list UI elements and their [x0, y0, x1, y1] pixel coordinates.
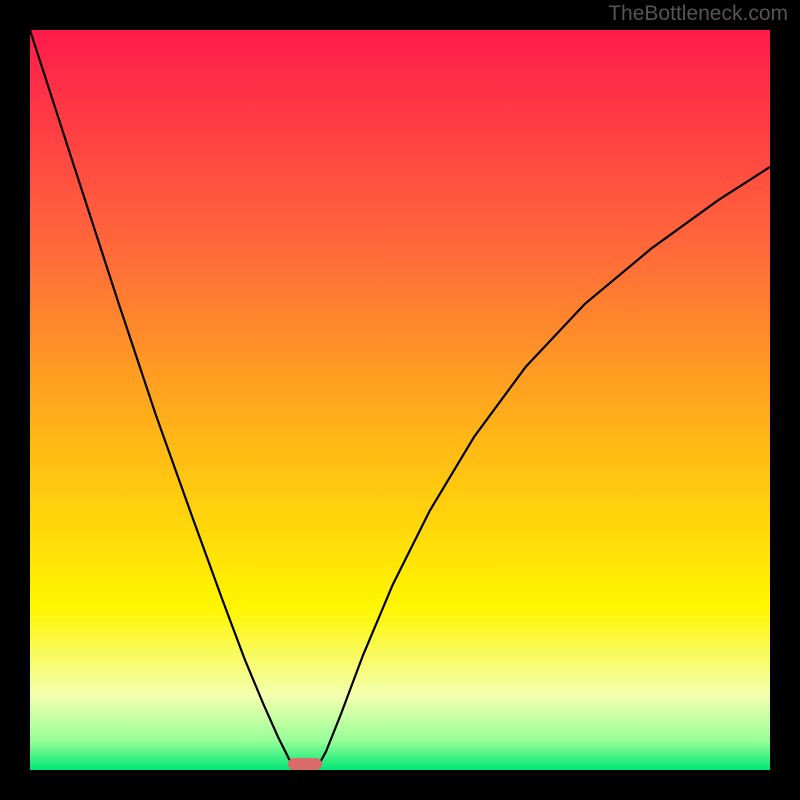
- watermark-text: TheBottleneck.com: [608, 2, 788, 26]
- curve-svg: [30, 30, 770, 770]
- curve-left: [30, 30, 295, 768]
- bottleneck-marker: [288, 758, 322, 770]
- chart-container: TheBottleneck.com: [0, 0, 800, 800]
- plot-area: [30, 30, 770, 770]
- curve-right: [317, 167, 770, 768]
